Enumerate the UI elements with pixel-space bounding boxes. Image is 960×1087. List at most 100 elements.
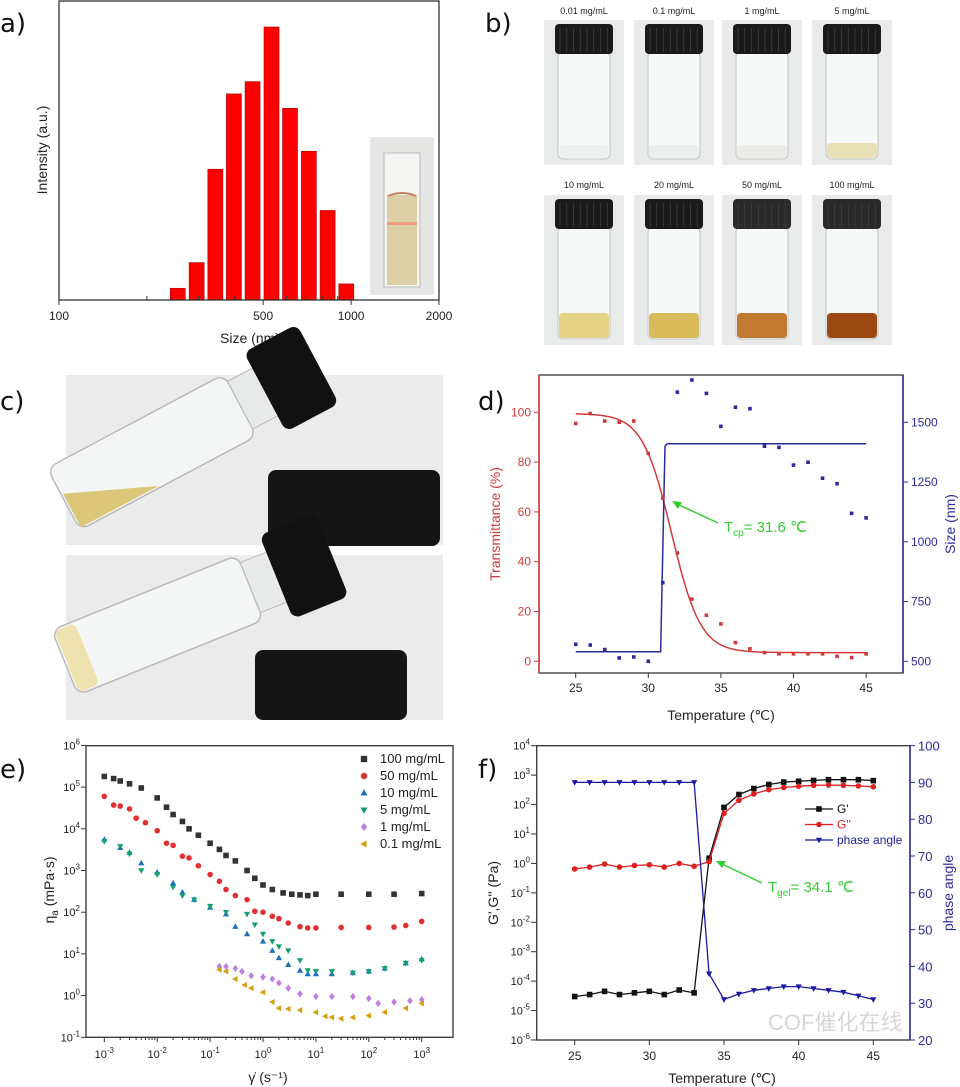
e-point [391, 891, 397, 898]
e-point [195, 832, 202, 839]
e-point [338, 924, 344, 931]
e-point [329, 992, 335, 1001]
f-point [571, 993, 578, 1000]
d-transmittance-point [748, 647, 752, 651]
e-point [241, 981, 247, 989]
e-point [285, 984, 292, 992]
f-point [586, 864, 593, 870]
bar [301, 150, 317, 301]
e-point [285, 961, 292, 967]
tilted-vial [49, 326, 337, 528]
e-point [133, 815, 139, 821]
d-ytick-right-label: 750 [911, 595, 931, 609]
e-point [216, 878, 223, 885]
vial-glass [557, 51, 611, 160]
e-ylabel: ηa (mPa·s) [41, 856, 61, 923]
e-point [207, 903, 214, 910]
f-point [795, 984, 802, 990]
e-point [275, 944, 283, 950]
d-transmittance-point [690, 597, 694, 601]
d-transmittance-point [602, 419, 607, 423]
d-size-point [777, 445, 781, 450]
f-ytick-left-label: 10-1 [511, 885, 531, 900]
e-point [252, 875, 258, 882]
f-annotation: Tgel= 34.1 ℃ [768, 879, 854, 899]
e-xtick-label: 10-1 [200, 1046, 220, 1061]
d-xtick-label: 45 [859, 681, 873, 695]
vial-label: 0.1 mg/mL [653, 6, 696, 16]
e-ytick-label: 10-1 [61, 1029, 81, 1044]
d-size-point [675, 390, 680, 394]
vial-cap [645, 199, 703, 229]
d-transmittance-point [573, 421, 578, 426]
f-ytick-left-label: 10-4 [511, 973, 531, 988]
e-point [268, 998, 275, 1006]
f-point [571, 866, 578, 872]
e-point [216, 966, 222, 973]
e-legend-label: 1 mg/mL [380, 819, 431, 834]
f-point [646, 988, 653, 995]
e-point [304, 892, 311, 899]
e-point [243, 911, 251, 918]
e-point [101, 839, 108, 845]
f-ytick-left-label: 101 [513, 826, 530, 841]
vial-liquid [737, 145, 787, 158]
f-point [840, 776, 847, 783]
f-ytick-right-label: 20 [918, 1033, 932, 1048]
vial-label: 50 mg/mL [742, 180, 782, 190]
d-transmittance-point [719, 622, 723, 626]
e-point [179, 818, 186, 825]
e-point [232, 964, 239, 973]
f-point [751, 791, 757, 797]
e-ytick-label: 102 [63, 904, 80, 919]
f-xtick-label: 25 [568, 1049, 582, 1063]
d-ytick-left-label: 0 [524, 654, 531, 668]
e-point [244, 896, 250, 903]
f-point [706, 858, 712, 865]
f-legend-label: G'' [837, 818, 851, 832]
bar [319, 210, 336, 301]
bar [207, 168, 224, 301]
f-point [601, 988, 608, 995]
f-point [750, 988, 757, 994]
d-xtick-label: 25 [569, 681, 583, 695]
d-size-point [631, 655, 636, 659]
e-point [276, 979, 282, 987]
e-point [328, 969, 335, 975]
d-transmittance-point [631, 419, 636, 423]
e-point [269, 947, 276, 953]
e-point [375, 999, 381, 1008]
d-annotation: Tcp= 31.6 ℃ [724, 519, 807, 539]
f-point [721, 810, 727, 817]
f-series-line [574, 784, 874, 870]
vial-liquid [559, 313, 609, 338]
e-point [260, 973, 266, 981]
e-xtick-label: 10-3 [95, 1046, 115, 1061]
f-point [691, 990, 697, 996]
e-point [297, 892, 303, 898]
e-point [252, 908, 258, 915]
e-legend-marker [360, 789, 368, 796]
e-point [304, 925, 311, 931]
f-point [855, 783, 862, 789]
f-legend-marker [816, 806, 822, 812]
f-point [661, 864, 668, 870]
f-xtick-label: 35 [717, 1049, 731, 1063]
f-point [825, 988, 832, 994]
e-point [138, 859, 145, 866]
f-ytick-right-label: 100 [918, 739, 940, 754]
f-point [765, 986, 772, 992]
f-point [705, 971, 713, 978]
e-point [222, 968, 229, 975]
e-point [126, 806, 133, 812]
vial-cap [555, 199, 613, 229]
d-transmittance-point [849, 655, 854, 660]
e-point [407, 997, 413, 1005]
f-point [571, 780, 578, 786]
f-point [646, 861, 653, 868]
e-point [275, 1005, 282, 1012]
watermark: COF催化在线 [768, 1010, 902, 1035]
vial-gel [56, 624, 98, 691]
e-point [313, 925, 319, 931]
vial-cap [823, 199, 881, 229]
